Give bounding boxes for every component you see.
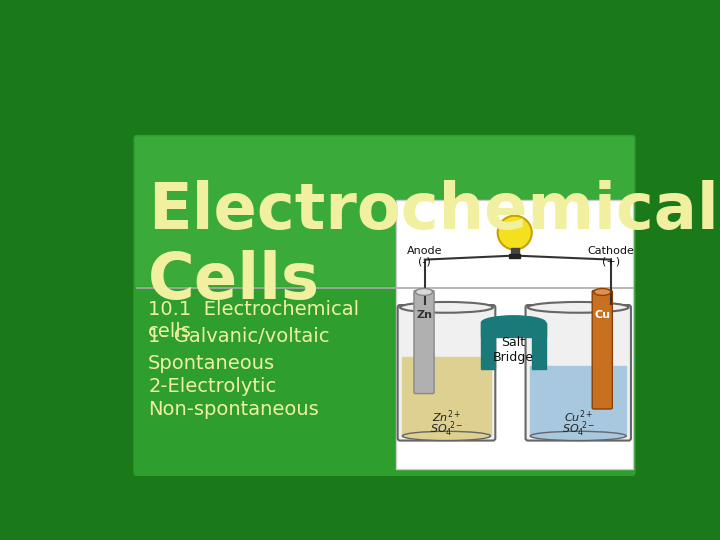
FancyBboxPatch shape <box>133 135 636 476</box>
Text: 10.1  Electrochemical
cells: 10.1 Electrochemical cells <box>148 300 359 341</box>
Text: 1- Galvanic/voltaic: 1- Galvanic/voltaic <box>148 327 330 346</box>
Text: $Zn^{2+}$: $Zn^{2+}$ <box>432 408 462 425</box>
Ellipse shape <box>594 288 611 295</box>
FancyBboxPatch shape <box>397 305 495 441</box>
Text: Electrochemical
Cells: Electrochemical Cells <box>148 180 719 312</box>
Text: $Cu^{2+}$: $Cu^{2+}$ <box>564 408 593 425</box>
Text: Zn: Zn <box>416 310 432 320</box>
Bar <box>532 323 546 369</box>
Text: Anode
(-): Anode (-) <box>407 246 443 267</box>
Ellipse shape <box>402 431 490 441</box>
Ellipse shape <box>528 302 629 313</box>
Ellipse shape <box>400 302 493 313</box>
Text: $SO_4^{\ 2-}$: $SO_4^{\ 2-}$ <box>430 419 463 439</box>
Text: Cu: Cu <box>594 310 611 320</box>
Text: Cathode
(+): Cathode (+) <box>588 246 634 267</box>
Circle shape <box>498 215 532 249</box>
Text: 2-Electrolytic: 2-Electrolytic <box>148 377 276 396</box>
FancyBboxPatch shape <box>593 291 612 409</box>
Ellipse shape <box>482 316 546 330</box>
Bar <box>482 323 495 369</box>
Bar <box>510 248 518 256</box>
Text: Salt
Bridge: Salt Bridge <box>493 336 534 364</box>
FancyBboxPatch shape <box>396 200 632 469</box>
FancyBboxPatch shape <box>135 137 634 289</box>
Ellipse shape <box>415 288 433 295</box>
Ellipse shape <box>530 431 626 441</box>
FancyBboxPatch shape <box>135 287 394 475</box>
Bar <box>402 357 490 434</box>
Bar <box>530 366 626 434</box>
FancyBboxPatch shape <box>526 305 631 441</box>
Text: Spontaneous: Spontaneous <box>148 354 275 373</box>
Text: $SO_4^{\ 2-}$: $SO_4^{\ 2-}$ <box>562 419 595 439</box>
FancyBboxPatch shape <box>414 291 434 394</box>
Bar <box>509 254 520 258</box>
Text: Non-spontaneous: Non-spontaneous <box>148 400 319 419</box>
Bar <box>482 323 546 336</box>
